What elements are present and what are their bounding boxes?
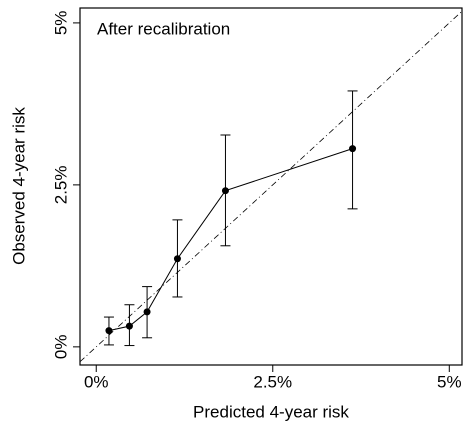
point xyxy=(125,322,133,330)
point xyxy=(143,308,151,316)
annotation: After recalibration xyxy=(97,19,230,38)
point xyxy=(173,255,181,263)
y-axis-label: Observed 4-year risk xyxy=(9,107,28,265)
x-tick-label: 2.5% xyxy=(253,372,292,391)
line xyxy=(108,148,353,332)
plot-frame xyxy=(79,7,463,366)
point xyxy=(349,145,357,153)
y-tick-label: 0% xyxy=(51,335,70,360)
x-tick-label: 5% xyxy=(437,372,462,391)
x-tick-label: 0% xyxy=(84,372,109,391)
x-axis-label: Predicted 4-year risk xyxy=(193,402,349,421)
y-tick-label: 2.5% xyxy=(51,166,70,205)
point xyxy=(105,327,113,335)
y-tick-label: 5% xyxy=(51,11,70,36)
point xyxy=(221,187,229,195)
reference-line xyxy=(79,10,463,363)
